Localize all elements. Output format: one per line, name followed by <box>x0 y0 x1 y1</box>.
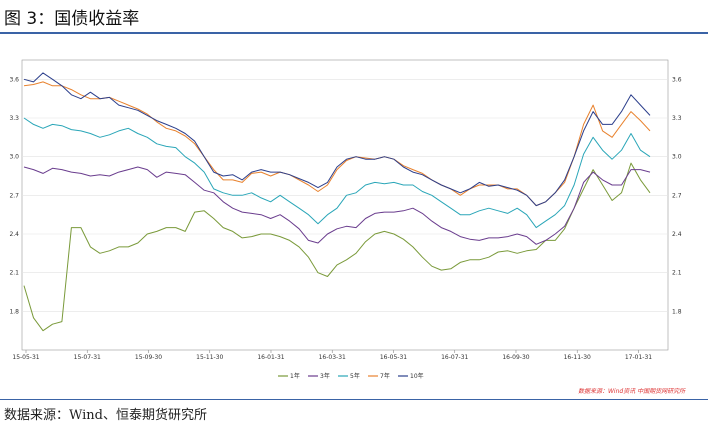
y-tick-label-right: 2.1 <box>672 270 682 277</box>
x-tick-label: 16-03-31 <box>319 354 346 361</box>
legend-item: 3年 <box>320 372 330 380</box>
legend-item: 5年 <box>350 372 360 380</box>
y-tick-label-left: 3.0 <box>9 154 19 161</box>
series-line-0 <box>23 162 651 332</box>
yield-line-chart: 1.8 1.8 2.1 2.1 2.4 2.4 2.7 2.7 3.0 3.0 3.3 3.3 3.6 3… <box>9 59 682 380</box>
x-tick-label: 15-09-30 <box>135 354 162 361</box>
legend-item: 10年 <box>410 372 424 380</box>
x-tick-label: 16-05-31 <box>380 354 407 361</box>
chart-title: 图 3：国债收益率 <box>4 9 140 29</box>
legend-item: 7年 <box>380 372 390 380</box>
y-tick-label-left: 2.7 <box>9 192 19 199</box>
x-tick-label: 15-07-31 <box>74 354 101 361</box>
y-tick-label-left: 3.6 <box>9 76 19 83</box>
y-tick-label-right: 1.8 <box>672 308 682 315</box>
legend-item: 1年 <box>290 372 300 380</box>
y-tick-label-right: 3.6 <box>672 76 682 83</box>
source-note: 数据来源：Wind、恒泰期货研究所 <box>4 408 207 423</box>
series-line-3 <box>23 81 651 207</box>
y-tick-label-right: 2.7 <box>672 192 682 199</box>
y-tick-label-right: 3.3 <box>672 115 682 122</box>
x-tick-label: 16-09-30 <box>502 354 529 361</box>
y-tick-label-right: 2.4 <box>672 231 682 238</box>
y-tick-label-right: 3.0 <box>672 154 682 161</box>
x-tick-label: 15-05-31 <box>12 354 39 361</box>
series-line-4 <box>23 72 651 207</box>
chart-watermark: 数据来源：Wind资讯 中国期货网研究所 <box>578 388 686 395</box>
x-tick-label: 15-11-30 <box>196 354 223 361</box>
x-tick-label: 16-01-31 <box>257 354 284 361</box>
x-tick-label: 16-11-30 <box>564 354 591 361</box>
y-tick-label-left: 2.1 <box>9 270 19 277</box>
y-tick-label-left: 3.3 <box>9 115 19 122</box>
footer-divider <box>0 399 708 400</box>
series-line-2 <box>23 117 651 229</box>
x-tick-label: 17-01-31 <box>625 354 652 361</box>
y-tick-label-left: 1.8 <box>9 308 19 315</box>
series-line-1 <box>23 166 651 245</box>
y-tick-label-left: 2.4 <box>9 231 19 238</box>
x-tick-label: 16-07-31 <box>441 354 468 361</box>
plot-frame <box>21 59 669 351</box>
header-divider <box>0 32 708 34</box>
